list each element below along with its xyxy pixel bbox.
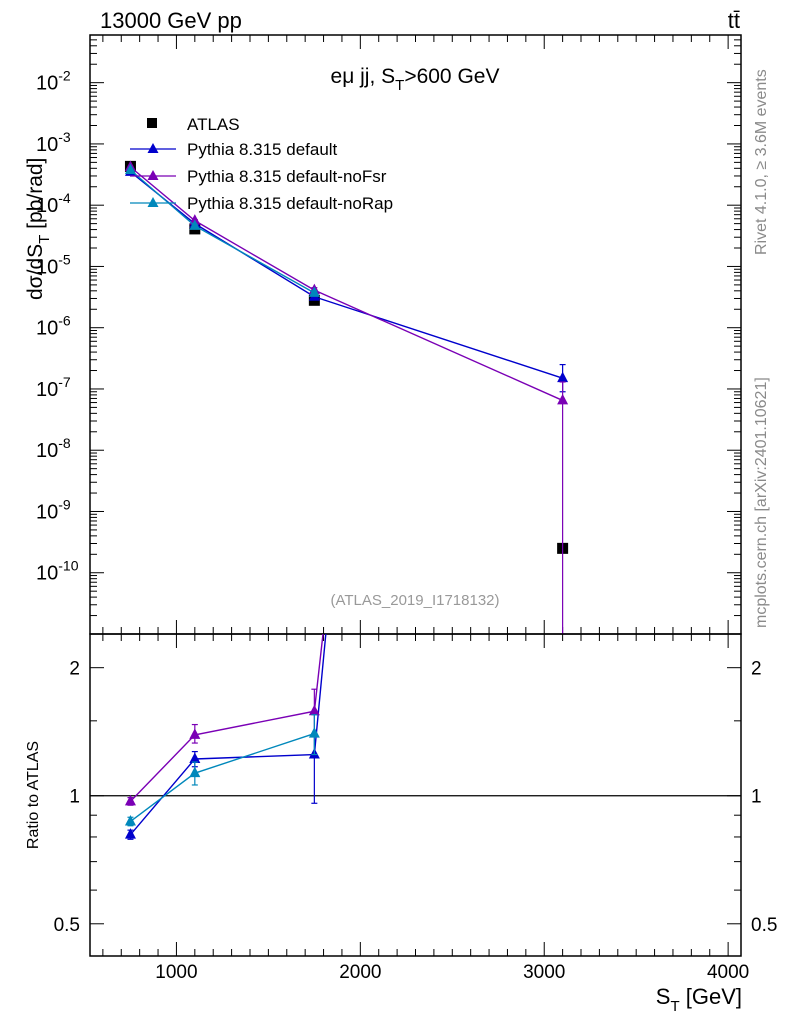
legend-entry-nofsr: Pythia 8.315 default-noFsr bbox=[130, 167, 387, 186]
ratio-axis-ticks: 1000 2000 3000 4000 0.5 0.5 1 1 2 2 bbox=[54, 634, 777, 983]
main-y-axis-label-sub: T bbox=[36, 235, 53, 244]
analysis-id-label: (ATLAS_2019_I1718132) bbox=[330, 592, 499, 609]
y-tick-label: 10-5 bbox=[36, 251, 71, 278]
data-point-noRap bbox=[189, 219, 201, 230]
x-axis-label: ST [GeV] bbox=[656, 984, 742, 1015]
ratio-point-noFsr bbox=[124, 794, 136, 806]
y-tick-label: 10-10 bbox=[36, 558, 79, 585]
legend-atlas-marker bbox=[147, 118, 157, 128]
x-tick-label: 1000 bbox=[155, 962, 197, 983]
ratio-series-noRap bbox=[124, 714, 320, 827]
ratio-y-tick-label: 2 bbox=[69, 659, 80, 680]
ratio-y-tick-label-right: 1 bbox=[751, 787, 762, 808]
ratio-point-default bbox=[189, 752, 201, 763]
y-tick-label: 10-9 bbox=[36, 496, 71, 523]
legend-entry-atlas: ATLAS bbox=[147, 115, 240, 134]
ratio-point-default bbox=[124, 828, 136, 839]
series-noRap bbox=[124, 163, 320, 297]
ratio-y-tick-label-right: 2 bbox=[751, 659, 762, 680]
legend-entry-norap: Pythia 8.315 default-noRap bbox=[130, 194, 393, 213]
ratio-y-axis-label: Ratio to ATLAS bbox=[25, 741, 42, 849]
y-tick-label: 10-6 bbox=[36, 313, 71, 340]
rivet-label: Rivet 4.1.0, ≥ 3.6M events bbox=[753, 69, 770, 255]
main-y-axis-label-main: dσ/dS bbox=[24, 244, 47, 300]
energy-label: 13000 GeV pp bbox=[100, 8, 242, 33]
y-tick-label: 10-3 bbox=[36, 129, 71, 156]
data-point-noRap bbox=[124, 163, 136, 175]
main-axis-ticks: 10-2 10-3 10-4 10-5 10-6 10-7 10-8 10-9 10-10 bbox=[36, 34, 741, 635]
series-atlas bbox=[124, 160, 569, 554]
main-y-axis-label-post: [pb/rad] bbox=[24, 158, 47, 235]
legend-nofsr-marker bbox=[147, 170, 159, 180]
legend-nofsr-label: Pythia 8.315 default-noFsr bbox=[187, 167, 387, 186]
ratio-y-tick-label: 0.5 bbox=[54, 915, 80, 936]
ratio-plot-frame bbox=[89, 633, 742, 957]
ratio-series-layer bbox=[124, 634, 327, 840]
main-series-layer bbox=[124, 160, 569, 635]
series-line-noFsr bbox=[130, 166, 563, 402]
legend-entry-default: Pythia 8.315 default bbox=[130, 140, 338, 159]
ratio-point-noFsr bbox=[189, 728, 201, 739]
process-label: tt̄ bbox=[728, 8, 740, 33]
y-tick-label: 10-2 bbox=[36, 68, 71, 95]
x-tick-label: 4000 bbox=[707, 962, 749, 983]
ratio-series-default bbox=[124, 634, 327, 840]
ratio-line-noFsr bbox=[129, 634, 324, 802]
plot-title-main: eμ jj, S bbox=[331, 65, 396, 88]
ratio-point-noRap bbox=[189, 766, 201, 778]
legend-norap-marker bbox=[147, 197, 159, 207]
legend: ATLAS Pythia 8.315 default Pythia 8.315 … bbox=[130, 115, 393, 213]
ratio-point-noRap bbox=[124, 814, 136, 826]
ratio-y-tick-label: 1 bbox=[69, 787, 80, 808]
ratio-y-tick-label-right: 0.5 bbox=[751, 915, 777, 936]
y-tick-label: 10-7 bbox=[36, 374, 71, 401]
data-point-noRap bbox=[308, 286, 320, 297]
plot-title-sub: T bbox=[395, 77, 404, 94]
legend-norap-label: Pythia 8.315 default-noRap bbox=[187, 194, 393, 213]
plot-title: eμ jj, ST>600 GeV bbox=[331, 65, 500, 94]
plot-title-post: >600 GeV bbox=[404, 65, 499, 88]
legend-default-marker bbox=[147, 143, 159, 153]
ratio-point-noRap bbox=[308, 727, 320, 738]
ratio-line-default bbox=[129, 634, 327, 836]
ratio-line-noRap bbox=[130, 732, 315, 823]
legend-default-label: Pythia 8.315 default bbox=[187, 140, 338, 159]
x-tick-label: 2000 bbox=[339, 962, 381, 983]
main-y-axis-label: dσ/dST [pb/rad] bbox=[24, 158, 53, 300]
data-point-noFsr bbox=[557, 393, 569, 405]
x-tick-label: 3000 bbox=[523, 962, 565, 983]
legend-atlas-label: ATLAS bbox=[187, 115, 240, 134]
ratio-plot-axes bbox=[89, 633, 742, 957]
ratio-point-noFsr bbox=[308, 704, 320, 716]
y-tick-label: 10-8 bbox=[36, 435, 71, 462]
data-point-default bbox=[557, 371, 569, 383]
y-tick-label: 10-4 bbox=[36, 190, 71, 217]
source-label: mcplots.cern.ch [arXiv:2401.10621] bbox=[753, 377, 770, 628]
